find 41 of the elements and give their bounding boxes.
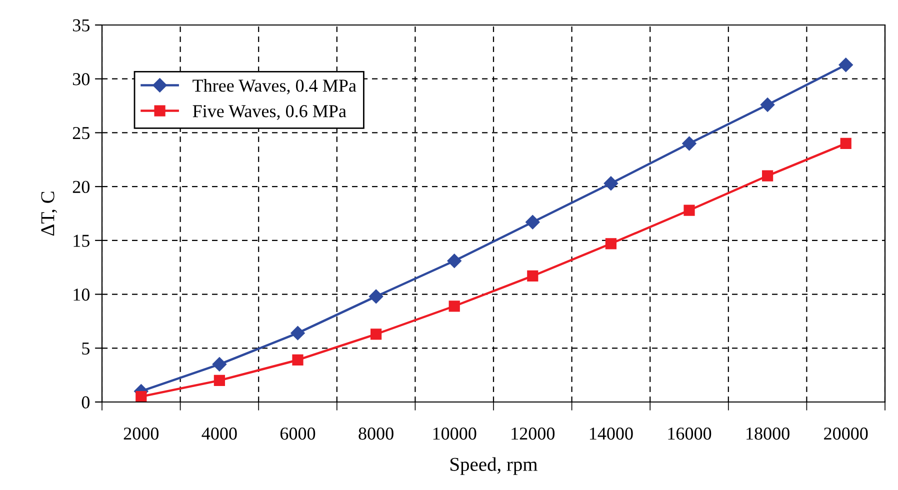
point: [760, 98, 775, 112]
point: [136, 391, 147, 402]
x-tick-label: 10000: [433, 428, 476, 440]
x-tick-label: 20000: [824, 428, 868, 440]
point: [368, 289, 384, 304]
point: [840, 138, 852, 150]
legend-label: Five Waves, 0.6 MPa: [192, 105, 346, 120]
x-tick-label: 8000: [358, 428, 394, 440]
point: [448, 300, 460, 312]
point: [527, 270, 538, 282]
y-tick-label: 25: [72, 127, 90, 140]
y-tick-label: 35: [73, 19, 90, 32]
y-tick-label: 5: [82, 342, 90, 355]
point: [526, 215, 540, 230]
x-tick-label: 14000: [590, 428, 633, 440]
point: [214, 374, 226, 386]
point: [838, 58, 853, 72]
x-tick-label: 4000: [202, 428, 237, 440]
point: [762, 170, 774, 182]
point: [684, 204, 695, 216]
point: [212, 357, 227, 372]
y-axis-title: ΔT, C: [41, 192, 58, 236]
legend-label: Three Waves, 0.4 MPa: [192, 79, 356, 94]
y-tick-label: 20: [72, 180, 90, 194]
y-tick-label: 30: [73, 73, 90, 86]
y-tick-label: 0: [82, 396, 90, 408]
y-tick-label: 15: [74, 234, 90, 247]
y-tick-label: 10: [74, 288, 90, 301]
point: [604, 176, 618, 190]
x-tick-label: 16000: [668, 428, 712, 440]
x-tick-label: 2000: [124, 428, 159, 440]
x-tick-label: 6000: [280, 428, 316, 440]
point: [290, 326, 305, 340]
x-tick-label: 12000: [512, 428, 555, 440]
point: [605, 238, 617, 250]
x-axis-title: Speed, rpm: [450, 457, 538, 475]
x-tick-label: 18000: [746, 428, 790, 440]
point: [292, 354, 304, 366]
point: [370, 328, 382, 340]
point: [447, 254, 462, 268]
point: [682, 136, 696, 151]
